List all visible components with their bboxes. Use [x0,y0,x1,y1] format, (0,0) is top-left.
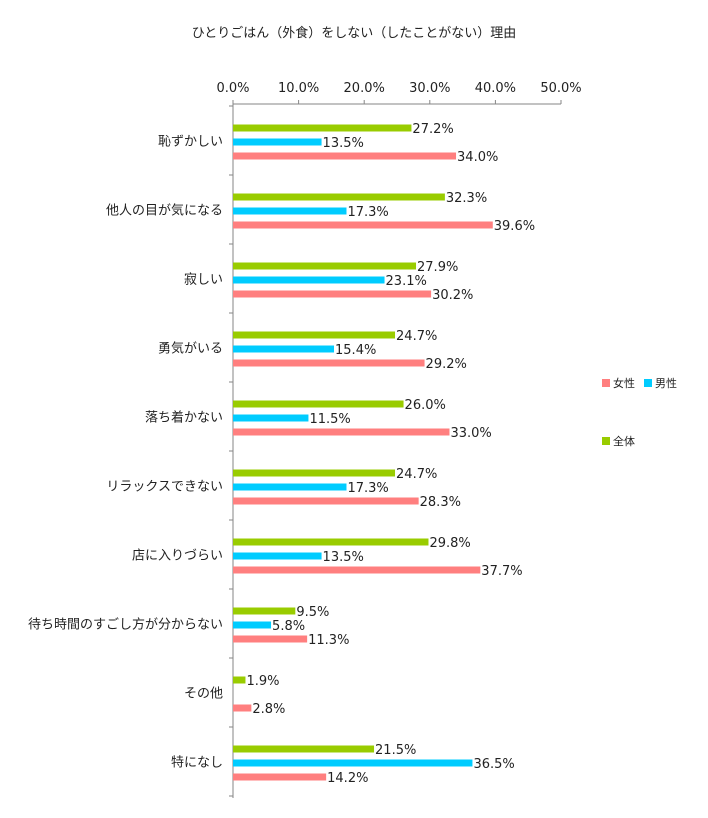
bar [233,331,396,339]
x-tick-label: 30.0% [409,81,450,96]
data-label: 36.5% [473,757,514,772]
data-label: 13.5% [323,136,364,151]
category-label: 特になし [171,756,223,771]
bar [233,290,432,298]
bar [233,345,335,353]
data-label: 1.9% [246,674,279,689]
data-label: 15.4% [335,343,376,358]
x-tick-label: 20.0% [344,81,385,96]
bar [233,566,481,574]
bar [233,276,385,284]
category-label: リラックスできない [106,480,223,495]
axis-layer: 0.0% 10.0% 20.0% 30.0% 40.0% 50.0% [216,81,582,798]
bar [233,497,419,505]
data-label: 9.5% [296,605,329,620]
bar [233,621,272,629]
bar [233,207,347,215]
bar [233,676,246,684]
data-label: 11.5% [309,412,350,427]
data-label: 13.5% [323,550,364,565]
bar [233,193,445,201]
data-label: 32.3% [446,191,487,206]
data-label: 27.2% [412,122,453,137]
category-label: その他 [184,687,223,702]
legend-swatch [644,379,652,387]
data-label: 14.2% [327,771,368,786]
legend-swatch [602,437,610,445]
bar [233,635,308,643]
bar [233,152,457,160]
data-label: 17.3% [347,205,388,220]
data-label: 34.0% [457,150,498,165]
data-label: 27.9% [417,260,458,275]
data-label: 29.8% [429,536,470,551]
bar [233,483,347,491]
data-label: 37.7% [481,564,522,579]
legend-label: 男性 [655,376,677,390]
data-label: 26.0% [405,398,446,413]
bar [233,469,396,477]
category-label: 勇気がいる [158,341,223,357]
legend-swatch [602,379,610,387]
data-label: 21.5% [375,743,416,758]
bar [233,538,429,546]
category-label: 待ち時間のすごし方が分からない [28,617,223,633]
data-label: 29.2% [426,357,467,372]
bar [233,414,309,422]
x-tick-label: 0.0% [216,81,249,96]
x-tick-label: 10.0% [278,81,319,96]
data-label: 17.3% [347,481,388,496]
bar [233,400,404,408]
x-tick-label: 40.0% [475,81,516,96]
data-label: 23.1% [386,274,427,289]
category-label: 寂しい [184,272,223,288]
bar [233,124,412,132]
data-label: 28.3% [420,495,461,510]
data-label: 30.2% [432,288,473,303]
bar [233,759,473,767]
data-label: 39.6% [494,219,535,234]
category-label: 落ち着かない [145,410,223,426]
labels-layer: 恥ずかしい他人の目が気になる寂しい勇気がいる落ち着かないリラックスできない店に入… [28,122,535,786]
data-label: 33.0% [450,426,491,441]
bar [233,773,327,781]
category-label: 店に入りづらい [132,549,223,564]
category-label: 恥ずかしい [158,135,223,150]
data-label: 5.8% [272,619,305,634]
bars-layer [233,124,493,781]
data-label: 11.3% [308,633,349,648]
data-label: 24.7% [396,329,437,344]
bar [233,704,252,712]
category-label: 他人の目が気になる [106,203,223,219]
bar [233,138,322,146]
x-tick-label: 50.0% [540,81,581,96]
bar [233,262,417,270]
bar [233,552,322,560]
bar [233,428,450,436]
legend-label: 全体 [613,434,635,448]
data-label: 2.8% [252,702,285,717]
bar [233,359,425,367]
data-label: 24.7% [396,467,437,482]
chart-title: ひとりごはん（外食）をしない（したことがない）理由 [191,26,517,41]
bar [233,607,296,615]
bar [233,221,493,229]
bar [233,745,375,753]
legend-label: 女性 [613,376,635,390]
